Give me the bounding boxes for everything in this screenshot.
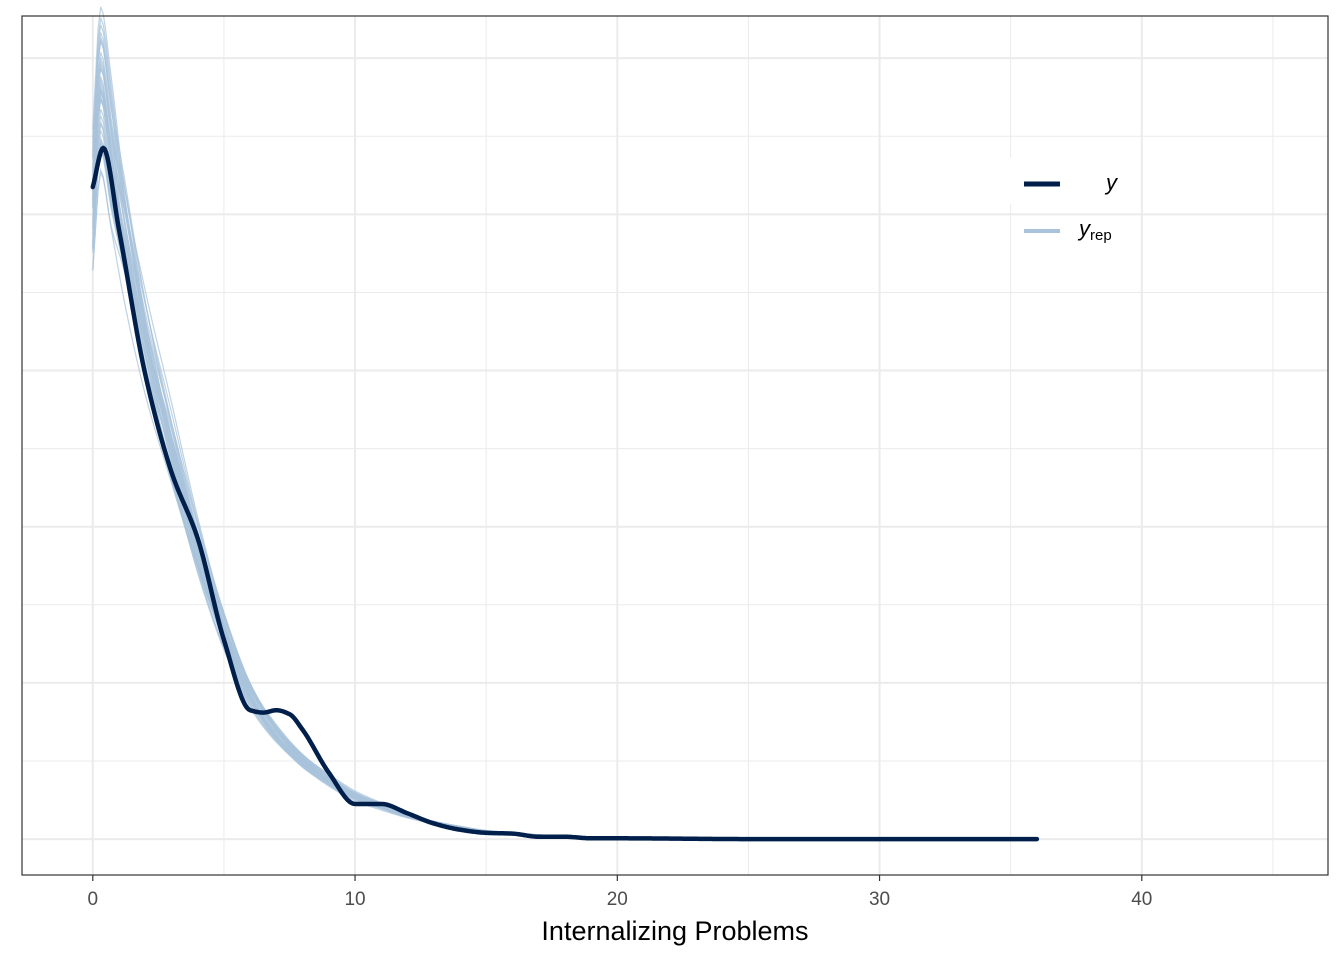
x-tick-label: 20 — [607, 889, 628, 910]
x-tick-label: 30 — [869, 889, 890, 910]
panel-border — [21, 15, 1329, 876]
x-tick-label: 40 — [1131, 889, 1152, 910]
legend-key-background — [1008, 158, 1136, 204]
x-tick-label: 10 — [344, 889, 365, 910]
x-axis-ticks: 0 10 20 30 40 — [88, 875, 1152, 910]
grid-major — [22, 16, 1328, 875]
x-axis-title: Internalizing Problems — [541, 916, 808, 946]
grid-minor — [22, 16, 1328, 875]
legend: y yrep — [1008, 158, 1136, 244]
y-density-line — [90, 145, 1040, 842]
legend-label-y: y — [1104, 170, 1119, 195]
y-series — [90, 145, 1040, 842]
legend-label-yrep: yrep — [1077, 216, 1112, 244]
x-tick-label: 0 — [88, 889, 99, 910]
